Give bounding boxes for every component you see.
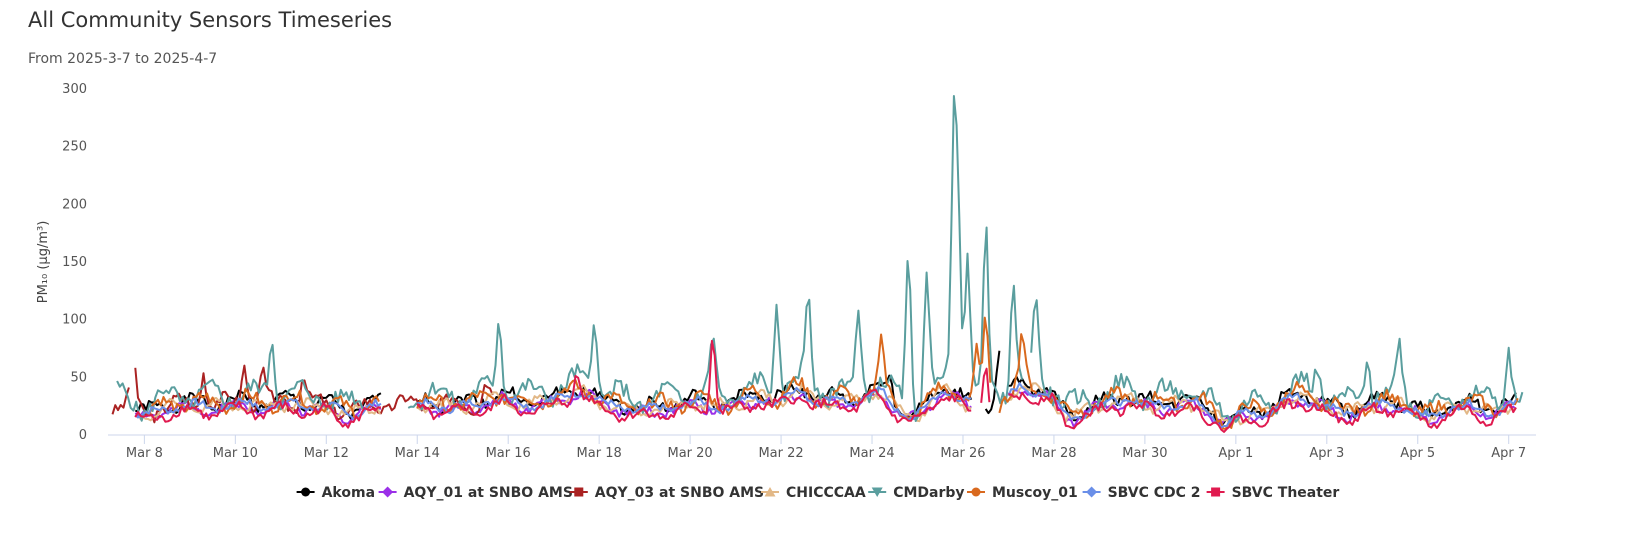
series-line bbox=[980, 367, 991, 403]
plot-area bbox=[111, 95, 1524, 433]
y-tick-label: 300 bbox=[62, 82, 87, 97]
y-tick-label: 0 bbox=[79, 428, 87, 443]
x-axis: Mar 8 Mar 10 Mar 12 Mar 14 Mar 16 Mar 18 Mar 2… bbox=[108, 434, 1536, 461]
x-tick-label: Mar 16 bbox=[486, 446, 531, 461]
legend-label: AQY_01 at SNBO AMS bbox=[404, 485, 573, 501]
legend-item[interactable]: AQY_01 at SNBO AMS bbox=[378, 485, 573, 501]
legend-label: SBVC CDC 2 bbox=[1108, 485, 1201, 501]
legend-label: Akoma bbox=[322, 485, 375, 501]
series-line bbox=[134, 389, 382, 420]
x-tick-label: Mar 20 bbox=[668, 446, 713, 461]
legend-label: CHICCCAA bbox=[786, 485, 866, 501]
x-tick-label: Mar 10 bbox=[213, 446, 258, 461]
x-tick-label: Mar 22 bbox=[758, 446, 803, 461]
series-line bbox=[417, 386, 972, 422]
legend-marker bbox=[971, 487, 981, 497]
legend-label: Muscoy_01 bbox=[992, 485, 1078, 501]
legend-marker bbox=[301, 487, 311, 497]
legend-marker bbox=[1086, 486, 1098, 498]
legend-label: AQY_03 at SNBO AMS bbox=[595, 485, 764, 501]
x-tick-label: Apr 1 bbox=[1218, 446, 1253, 461]
legend-item[interactable]: SBVC CDC 2 bbox=[1082, 485, 1201, 501]
legend-item[interactable]: Akoma bbox=[296, 485, 375, 501]
x-tick-label: Mar 30 bbox=[1122, 446, 1167, 461]
y-axis: 0 50 100 150 200 250 300 bbox=[62, 82, 87, 443]
legend-marker bbox=[1211, 487, 1221, 497]
x-tick-label: Mar 26 bbox=[940, 446, 985, 461]
legend-item[interactable]: CHICCCAA bbox=[761, 485, 866, 501]
x-tick-label: Apr 5 bbox=[1400, 446, 1435, 461]
series-line bbox=[1008, 391, 1517, 433]
series-line bbox=[416, 339, 972, 424]
legend-item[interactable]: SBVC Theater bbox=[1206, 485, 1340, 501]
legend-label: CMDarby bbox=[893, 485, 964, 501]
x-tick-label: Mar 8 bbox=[126, 446, 163, 461]
chart-title: All Community Sensors Timeseries bbox=[28, 8, 393, 32]
y-axis-label: PM₁₀ (µg/m³) bbox=[36, 221, 51, 304]
legend-label: SBVC Theater bbox=[1232, 485, 1340, 501]
y-tick-label: 200 bbox=[62, 197, 87, 212]
x-tick-label: Mar 28 bbox=[1031, 446, 1076, 461]
chart-subtitle: From 2025-3-7 to 2025-4-7 bbox=[28, 51, 218, 67]
series-line bbox=[1007, 389, 1517, 428]
series-line bbox=[416, 316, 992, 419]
x-tick-label: Apr 3 bbox=[1309, 446, 1344, 461]
x-tick-label: Mar 12 bbox=[304, 446, 349, 461]
series-line bbox=[134, 400, 381, 429]
x-tick-label: Mar 18 bbox=[577, 446, 622, 461]
legend-marker bbox=[871, 487, 883, 497]
series-line bbox=[111, 387, 130, 415]
legend-marker bbox=[382, 486, 394, 498]
y-tick-label: 250 bbox=[62, 140, 87, 155]
x-tick-label: Apr 7 bbox=[1491, 446, 1526, 461]
legend-item[interactable]: AQY_03 at SNBO AMS bbox=[569, 485, 764, 501]
legend-item[interactable]: CMDarby bbox=[868, 485, 965, 501]
series-line bbox=[984, 350, 1001, 415]
legend-marker bbox=[574, 487, 584, 497]
series-line bbox=[1007, 382, 1517, 429]
y-tick-label: 150 bbox=[62, 255, 87, 270]
legend-item[interactable]: Muscoy_01 bbox=[967, 485, 1078, 501]
series-line bbox=[134, 397, 382, 421]
y-tick-label: 50 bbox=[70, 370, 87, 385]
legend-marker bbox=[764, 487, 776, 497]
y-tick-label: 100 bbox=[62, 313, 87, 328]
x-tick-label: Mar 24 bbox=[849, 446, 894, 461]
legend[interactable]: Akoma AQY_01 at SNBO AMS AQY_03 at SNBO AM… bbox=[296, 485, 1340, 501]
x-tick-label: Mar 14 bbox=[395, 446, 440, 461]
